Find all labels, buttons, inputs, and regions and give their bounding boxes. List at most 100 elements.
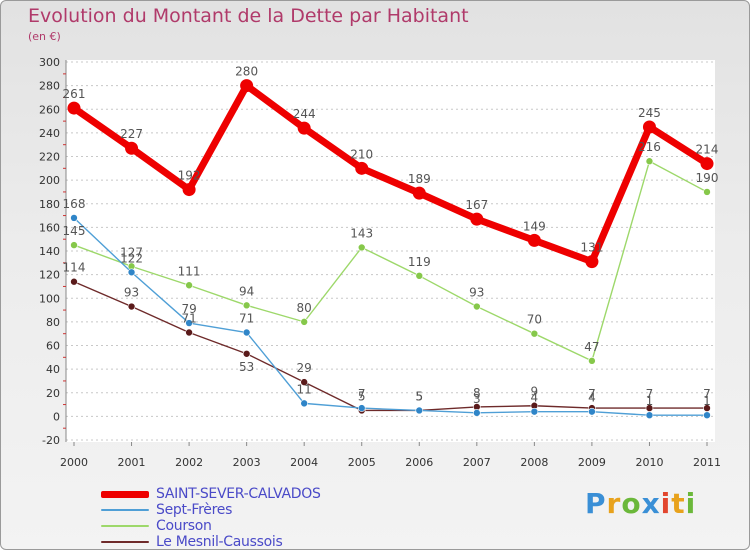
y-tick-label: 100 [39,292,60,305]
data-point [242,301,251,310]
data-point [127,268,136,277]
data-label: 261 [63,87,86,101]
data-label: 119 [408,255,431,269]
data-point [297,121,311,135]
series-line [70,82,711,266]
data-label: 192 [178,169,201,183]
data-point [415,406,424,415]
data-label: 4 [588,391,596,405]
y-tick-label: 20 [46,387,60,400]
data-label: 53 [239,360,254,374]
y-tick-label: 220 [39,151,60,164]
legend-swatch [101,541,149,543]
data-label: 111 [178,264,201,278]
chart-subtitle: (en €) [28,30,61,43]
data-point [125,141,139,155]
data-label: 71 [239,312,254,326]
data-point [642,120,656,134]
x-tick-label: 2005 [348,456,376,469]
data-point [703,411,711,419]
data-point [300,318,308,326]
data-point [585,255,599,269]
y-tick-label: 280 [39,80,60,93]
data-label: 167 [465,198,488,212]
data-label: 7 [703,387,711,401]
data-point [127,302,136,311]
data-label: 1 [646,394,654,408]
y-tick-label: -20 [42,434,60,447]
data-label: 189 [408,172,431,186]
data-label: 216 [638,140,661,154]
data-point [530,407,539,416]
x-tick-label: 2007 [463,456,491,469]
data-label: 71 [181,312,196,326]
data-label: 149 [523,219,546,233]
legend-label: SAINT-SEVER-CALVADOS [156,486,321,502]
data-label: 3 [473,392,481,406]
data-label: 127 [120,245,143,259]
series-line [73,217,708,416]
data-label: 5 [415,389,423,403]
data-label: 11 [297,382,312,396]
x-tick-label: 2009 [578,456,606,469]
legend-label: Courson [156,518,212,534]
data-point [645,411,654,419]
data-label: 122 [120,251,143,265]
y-tick-label: 240 [39,127,60,140]
data-point [645,157,654,166]
series-line [73,281,708,412]
data-point [185,319,193,327]
y-tick-label: 180 [39,198,60,211]
data-label: 190 [696,171,719,185]
legend-swatch [101,509,149,511]
data-point [355,161,369,175]
proxiti-logo: Proxiti [585,487,697,520]
legend-swatch [101,490,149,498]
x-tick-label: 2004 [290,456,318,469]
data-label: 131 [580,241,603,255]
x-tick-label: 2008 [520,456,548,469]
data-label: 80 [297,301,312,315]
data-point [473,409,481,417]
data-point [412,186,426,200]
data-label: 145 [63,224,86,238]
data-label: 227 [120,127,143,141]
data-label: 245 [638,106,661,120]
data-label: 47 [584,340,599,354]
y-tick-label: 120 [39,269,60,282]
data-point [703,188,711,196]
data-point [185,328,193,337]
x-tick-label: 2011 [693,456,721,469]
data-label: 70 [527,313,542,327]
legend-label: Le Mesnil-Caussois [156,534,283,550]
series-line [73,160,708,362]
x-tick-label: 2001 [118,456,146,469]
y-tick-label: 80 [46,316,60,329]
data-label: 143 [350,226,373,240]
data-point [527,233,541,247]
data-label: 1 [703,394,711,408]
data-label: 7 [588,387,596,401]
data-label: 5 [358,389,366,403]
y-tick-label: 160 [39,221,60,234]
data-point [242,349,251,358]
data-label: 9 [531,385,539,399]
data-label: 8 [473,386,481,400]
data-point [700,157,714,171]
data-point [70,214,78,222]
data-point [300,399,308,408]
data-label: 94 [239,284,254,298]
data-point [67,101,81,115]
data-label: 93 [469,286,484,300]
data-point [357,243,366,252]
x-tick-label: 2000 [60,456,88,469]
data-point [70,241,78,249]
x-tick-label: 2006 [405,456,433,469]
data-label: 244 [293,107,316,121]
data-point [182,183,196,197]
data-point [470,212,484,226]
data-point [473,302,481,311]
data-label: 114 [63,261,86,275]
